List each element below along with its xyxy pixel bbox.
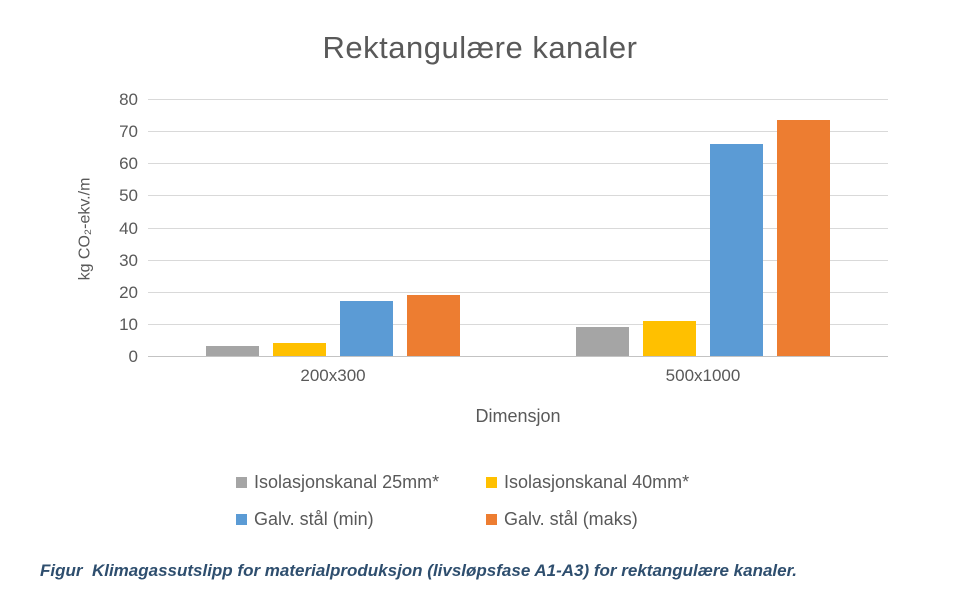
legend-label: Isolasjonskanal 40mm* <box>504 472 690 492</box>
bar-500x1000-isolasjonskanal-40mm <box>643 320 696 356</box>
y-axis-ticks: 0 10 20 30 40 50 60 70 80 <box>0 90 138 366</box>
legend-label: Isolasjonskanal 25mm* <box>254 472 440 492</box>
legend-swatch-yellow-icon <box>486 477 497 488</box>
bar-200x300-isolasjonskanal-40mm <box>273 343 326 356</box>
x-tick-label-200x300: 200x300 <box>300 366 366 385</box>
gridline-30 <box>148 259 888 261</box>
bar-200x300-galv-st-l-maks <box>407 294 460 356</box>
legend-swatch-blue-icon <box>236 514 247 525</box>
y-tick-label-80: 80 <box>119 90 138 109</box>
legend-label: Galv. stål (maks) <box>504 509 638 529</box>
figure-caption: Figur Klimagassutslipp for materialprodu… <box>40 561 798 580</box>
bar-500x1000-isolasjonskanal-25mm <box>576 327 629 356</box>
bar-200x300-isolasjonskanal-25mm <box>206 346 259 356</box>
legend-item-galv-stal-maks: Galv. stål (maks) <box>486 509 736 530</box>
bar-500x1000-galv-st-l-maks <box>777 119 830 356</box>
legend-label: Galv. stål (min) <box>254 509 374 529</box>
gridline-10 <box>148 323 888 325</box>
gridline-70 <box>148 131 888 133</box>
x-axis-title: Dimensjon <box>475 406 561 426</box>
y-tick-label-30: 30 <box>119 250 138 270</box>
y-tick-label-0: 0 <box>128 347 138 366</box>
legend-item-isolasjonskanal-25mm: Isolasjonskanal 25mm* <box>236 472 486 493</box>
legend-item-galv-stal-min: Galv. stål (min) <box>236 509 486 530</box>
y-tick-label-60: 60 <box>119 154 138 174</box>
y-tick-label-50: 50 <box>119 186 138 206</box>
legend-item-isolasjonskanal-40mm: Isolasjonskanal 40mm* <box>486 472 736 493</box>
y-tick-label-20: 20 <box>119 282 138 302</box>
gridline-20 <box>148 291 888 293</box>
legend-swatch-gray-icon <box>236 477 247 488</box>
gridline-80 <box>148 99 888 100</box>
bar-500x1000-galv-st-l-min <box>710 143 763 356</box>
gridline-60 <box>148 163 888 165</box>
x-axis-line <box>148 356 888 357</box>
legend-swatch-orange-icon <box>486 514 497 525</box>
gridline-40 <box>148 227 888 229</box>
legend: Isolasjonskanal 25mm* Isolasjonskanal 40… <box>236 472 736 530</box>
x-tick-label-500x1000: 500x1000 <box>665 366 741 385</box>
y-tick-label-10: 10 <box>119 314 138 334</box>
y-tick-label-70: 70 <box>119 122 138 142</box>
gridline-50 <box>148 195 888 197</box>
x-axis-ticks: 200x300 500x1000 <box>148 366 888 390</box>
plot-area <box>148 99 888 357</box>
bar-200x300-galv-st-l-min <box>340 301 393 356</box>
y-tick-label-40: 40 <box>119 218 138 238</box>
chart-title: Rektangulære kanaler <box>322 30 638 65</box>
